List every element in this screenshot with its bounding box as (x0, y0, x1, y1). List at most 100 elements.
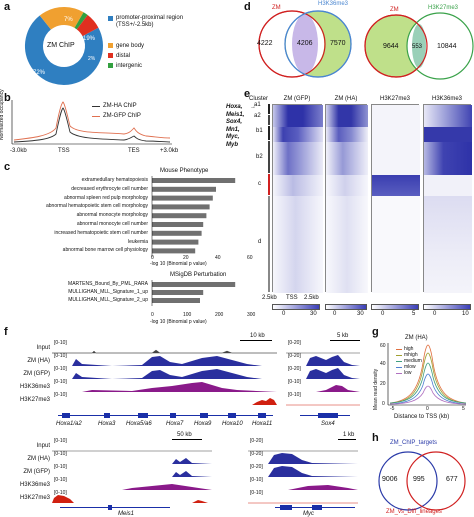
hoxa-scale-bar (240, 340, 272, 341)
slice-label-2: 2% (88, 56, 96, 62)
track-name: ZM (HA) (27, 358, 50, 364)
heatmap-column-title: H3K36me3 (431, 96, 463, 102)
hoxa-gene-name: Hoxa9 (194, 421, 212, 427)
cbar1-max: 30 (357, 311, 364, 317)
mouse-term-bar (152, 186, 216, 192)
colorbar-zm-ha (325, 304, 367, 310)
g-title: ZM (HA) (405, 335, 428, 341)
legend-gene-body: gene body (116, 43, 145, 49)
msig-tick: 0 (151, 312, 154, 318)
hoxa11-exon (258, 413, 266, 418)
g-legend-line (396, 367, 402, 368)
track-range: [0-10] (54, 353, 67, 359)
heatmap-column-title: ZM (HA) (334, 96, 358, 102)
g-ytick-20: 20 (380, 381, 386, 387)
heatmap-zm-ha (325, 104, 368, 293)
msig-term-bar (152, 298, 200, 303)
mouse-term-bar (152, 195, 213, 201)
venn-h (378, 451, 466, 511)
b-xtick-3: +3.0kb (160, 148, 179, 154)
g-plot (387, 343, 467, 406)
sox4-track-range: [0-20] (288, 366, 301, 372)
msig-tick: 200 (215, 312, 224, 318)
mouse-tick: 60 (247, 255, 253, 261)
g-ylabel: Mean read density (373, 368, 379, 410)
myc-track-range: [0-20] (250, 451, 263, 457)
g-ytick-40: 40 (380, 361, 386, 367)
highlighted-gene: Mn1, (226, 126, 240, 133)
msig-title: MSigDB Perturbation (170, 272, 227, 278)
myc-scale: 1 kb (343, 432, 355, 438)
hoxa3-exon (104, 413, 110, 418)
legend-swatch-intergenic (108, 63, 113, 68)
meis1-gene-name: Meis1 (118, 511, 135, 517)
meis1-track-name: Input (36, 443, 50, 449)
g-legend-label: medium (404, 358, 422, 364)
heatmap-zm-gfp (272, 104, 323, 293)
venn2-right-only: 10844 (437, 43, 457, 50)
myc-signals (248, 450, 358, 504)
cbar3-max: 10 (462, 311, 469, 317)
venn2-both: 553 (412, 44, 423, 50)
legend-promoter: promoter-proximal region (TSS+/-2.5kb) (116, 15, 184, 29)
cluster-a1: a1 (254, 102, 261, 108)
cluster-b1: b1 (256, 128, 263, 134)
highlighted-gene: Sox4, (226, 119, 243, 125)
track-name: Input (36, 345, 50, 351)
hoxa5-exon (138, 413, 148, 418)
h-both: 995 (413, 476, 425, 483)
slice-label-19: 19% (83, 36, 96, 42)
track-range: [0-10] (54, 340, 67, 346)
g-ytick-0: 0 (382, 401, 385, 407)
panel-d-label: d (244, 1, 251, 13)
mouse-phenotype-title: Mouse Phenotype (160, 168, 209, 174)
mouse-term-bar (152, 248, 196, 254)
mouse-term-label: extramedullary hematopoiesis (81, 177, 148, 183)
hoxa-gene-name: Hoxa3 (98, 421, 116, 427)
meis1-track-range: [0-10] (54, 477, 67, 483)
cluster-bar-c (268, 174, 270, 195)
sox4-scale: 5 kb (337, 333, 349, 339)
sox4-scale-bar (330, 340, 360, 341)
mouse-term-bar (152, 204, 210, 210)
slice-gene-body (25, 7, 103, 85)
g-legend-label: mlow (404, 364, 416, 370)
mouse-term-label: abnormal spleen red pulp morphology (64, 194, 148, 201)
cluster-d: d (258, 239, 262, 245)
g-xtick-m5: -5 (390, 406, 395, 412)
cbar0-min: 0 (282, 311, 286, 317)
colorbar-h3k36me3 (423, 304, 471, 310)
panel-e-label: e (244, 88, 251, 100)
meis1-track-range: [0-10] (54, 464, 67, 470)
legend-swatch-gene-body (108, 43, 113, 48)
b-xtick-2: TES (128, 148, 140, 154)
legend-intergenic: intergenic (116, 63, 143, 69)
myc-track-range: [0-10] (250, 490, 263, 496)
hoxa10-exon (228, 413, 236, 418)
venn2-right-label: H3K27me3 (428, 5, 459, 11)
mouse-tick: 0 (151, 255, 154, 261)
myc-exon2 (312, 505, 322, 510)
cluster-c: c (258, 181, 261, 187)
cluster-header: Cluster (249, 96, 269, 102)
mouse-tick: 40 (215, 255, 221, 261)
cbar2-min: 0 (381, 311, 385, 317)
cluster-bar-b1 (268, 126, 270, 140)
highlighted-gene: Hoxa, (226, 104, 243, 110)
track-name: H3K27me3 (19, 397, 50, 403)
h-top-label: ZM_ChIP_targets (390, 440, 438, 446)
legend-distal: distal (116, 53, 131, 59)
hoxa-gene-name: Hoxa1/a2 (56, 421, 82, 427)
g-xtick-5: 5 (462, 406, 465, 412)
meis1-track-name: H3K36me3 (19, 482, 50, 488)
b-xtick-0: -3.0kb (10, 148, 27, 154)
msig-term-label: MARTENS_Bound_By_PML_RARA (68, 281, 148, 287)
slice-label-72: 72% (33, 70, 46, 76)
b-xtick-1: TSS (58, 148, 70, 154)
track-range: [0-10] (54, 392, 67, 398)
track-range: [0-10] (54, 366, 67, 372)
venn1-left-only: 4222 (257, 40, 273, 47)
venn1-left-label: ZM (272, 5, 281, 11)
legend-line-ha (92, 106, 100, 107)
slice-distal (25, 7, 103, 85)
